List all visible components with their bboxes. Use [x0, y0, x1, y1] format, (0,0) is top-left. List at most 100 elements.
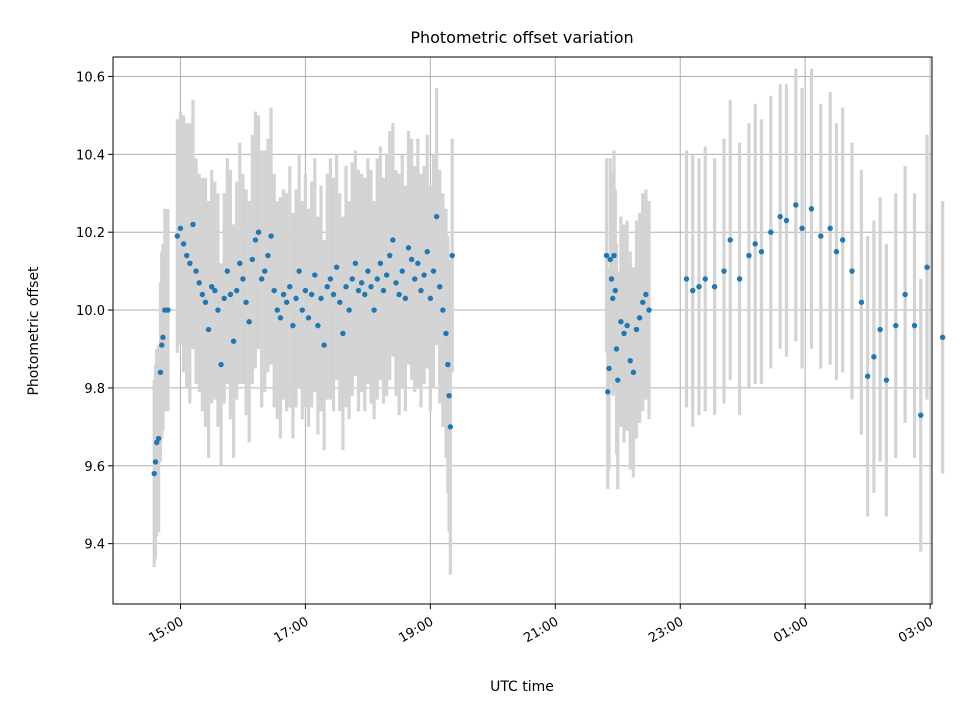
data-point	[187, 260, 193, 267]
data-point	[871, 354, 877, 360]
data-point	[327, 276, 334, 282]
data-point	[449, 252, 455, 259]
data-point	[227, 291, 234, 298]
data-point	[249, 256, 256, 263]
data-point	[924, 264, 930, 270]
data-point	[640, 299, 646, 305]
data-point	[437, 284, 443, 290]
data-point	[415, 260, 421, 267]
data-point	[358, 280, 365, 286]
data-point	[683, 276, 690, 282]
data-point	[621, 330, 627, 337]
plot-area: 9.49.69.810.010.210.410.615:00 17:00 19:00…	[76, 56, 946, 646]
data-point	[196, 280, 202, 286]
data-point	[721, 268, 727, 274]
data-point	[343, 284, 349, 290]
data-point	[368, 284, 374, 290]
data-point	[839, 237, 846, 243]
data-point	[380, 287, 387, 294]
y-tick-label: 10.4	[76, 148, 105, 163]
data-point	[221, 295, 227, 302]
data-point	[430, 268, 437, 274]
data-point	[302, 287, 309, 294]
data-point	[911, 322, 918, 329]
data-point	[240, 276, 246, 282]
data-point	[324, 284, 330, 290]
data-point	[696, 284, 702, 290]
data-point	[296, 268, 302, 274]
data-point	[447, 424, 454, 430]
data-point	[736, 276, 743, 282]
data-point	[799, 225, 805, 232]
data-point	[690, 287, 696, 294]
data-point	[408, 256, 415, 263]
data-point	[445, 361, 451, 368]
data-point	[606, 365, 612, 372]
data-point	[230, 338, 237, 344]
data-point	[157, 369, 164, 376]
data-point	[265, 252, 271, 259]
data-point	[877, 326, 883, 333]
data-point	[290, 322, 296, 329]
data-point	[627, 357, 633, 364]
data-point	[193, 268, 199, 274]
data-point	[636, 315, 643, 321]
data-point	[246, 319, 252, 325]
data-point	[711, 284, 718, 290]
data-point	[746, 252, 752, 259]
data-point	[613, 346, 620, 352]
data-point	[605, 389, 611, 395]
data-point	[818, 233, 824, 239]
data-point	[159, 342, 165, 348]
data-point	[180, 241, 187, 247]
data-point	[615, 377, 621, 383]
data-point	[177, 225, 184, 232]
data-point	[833, 248, 840, 255]
data-point	[277, 315, 284, 321]
data-point	[255, 229, 262, 235]
data-point	[252, 237, 259, 243]
data-point	[446, 393, 452, 399]
data-point	[209, 284, 215, 290]
data-point	[362, 291, 368, 298]
y-tick-label: 10.2	[76, 226, 105, 241]
data-point	[274, 307, 280, 313]
data-point	[202, 299, 209, 305]
data-point	[283, 299, 290, 305]
data-point	[299, 307, 305, 313]
data-point	[396, 291, 402, 298]
data-point	[768, 229, 774, 235]
data-point	[377, 260, 384, 267]
data-point	[305, 315, 312, 321]
data-point	[212, 287, 218, 294]
data-point	[355, 287, 362, 294]
data-point	[374, 276, 380, 282]
data-point	[608, 276, 615, 282]
data-point	[603, 252, 610, 259]
data-point	[315, 322, 321, 329]
data-point	[321, 342, 327, 348]
data-point	[152, 459, 159, 465]
data-point	[427, 295, 434, 302]
data-point	[402, 295, 409, 302]
data-point	[155, 435, 162, 442]
data-point	[280, 291, 287, 298]
data-point	[939, 334, 946, 341]
axes-frame	[112, 56, 933, 605]
data-point	[610, 295, 616, 302]
data-point	[643, 291, 649, 298]
data-point	[371, 307, 377, 313]
data-point	[387, 252, 393, 259]
data-point	[858, 299, 865, 305]
y-tick-label: 10.6	[76, 70, 105, 85]
data-point	[340, 330, 346, 337]
x-axis-label: UTC time	[490, 679, 554, 695]
data-point	[271, 287, 277, 294]
data-point	[918, 412, 924, 418]
data-point	[433, 213, 440, 220]
data-point	[268, 233, 274, 239]
data-point	[243, 299, 249, 305]
data-point	[421, 272, 427, 278]
y-tick-label: 9.4	[84, 538, 105, 553]
